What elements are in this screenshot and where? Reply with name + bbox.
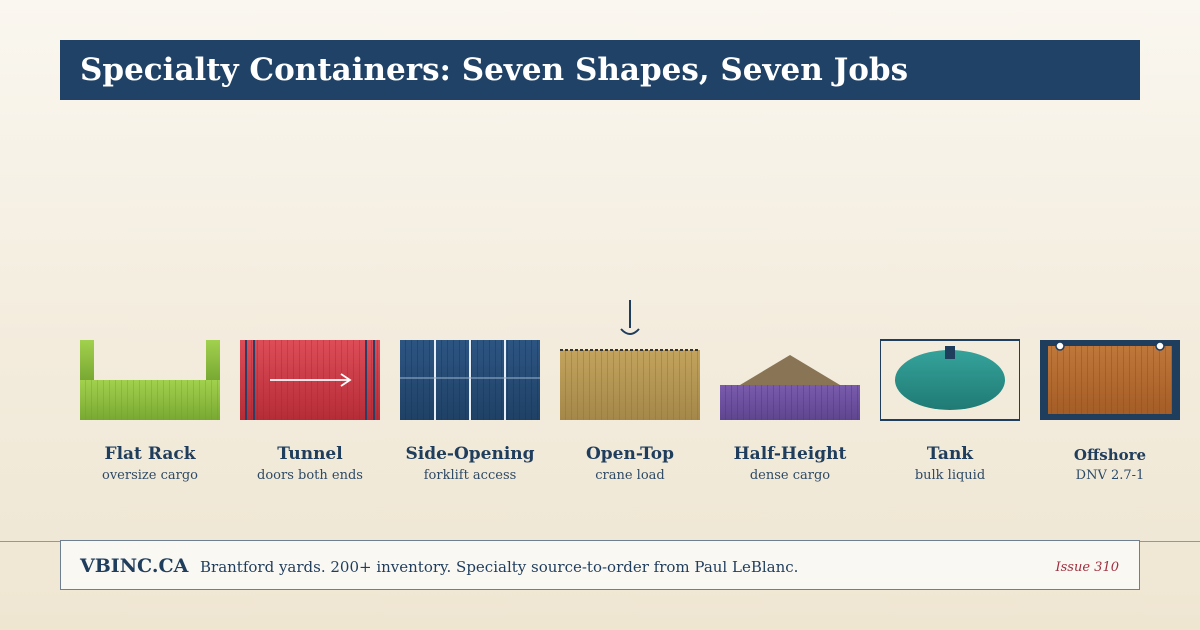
- container-name-tunnel: Tunnel: [277, 444, 343, 464]
- tunnel-container-icon: [240, 340, 380, 420]
- container-subtitle-tunnel: doors both ends: [257, 468, 363, 483]
- container-card-tunnel: Tunnel doors both ends: [240, 290, 380, 490]
- container-name-half-height: Half-Height: [733, 444, 847, 464]
- container-card-open-top: Open-Top crane load: [560, 290, 700, 490]
- container-subtitle-open-top: crane load: [595, 468, 665, 483]
- container-name-offshore: Offshore: [1073, 446, 1147, 464]
- container-subtitle-flat-rack: oversize cargo: [102, 468, 198, 483]
- page-title: Specialty Containers: Seven Shapes, Seve…: [80, 52, 909, 88]
- open-top-container-icon: [560, 300, 700, 420]
- container-subtitle-half-height: dense cargo: [749, 468, 831, 483]
- container-card-flat-rack: Flat Rack oversize cargo: [80, 290, 220, 490]
- footer-brand: VBINC.CA: [80, 555, 189, 577]
- flat-rack-container-icon: [80, 340, 220, 420]
- half-height-container-icon: [720, 355, 860, 420]
- container-card-tank: Tank bulk liquid: [880, 290, 1020, 490]
- container-card-offshore: Offshore DNV 2.7-1: [1040, 290, 1180, 490]
- footer-tagline: Brantford yards. 200+ inventory. Special…: [200, 558, 799, 576]
- container-subtitle-side-opening: forklift access: [423, 468, 517, 483]
- offshore-container-icon: [1040, 340, 1180, 420]
- container-name-tank: Tank: [926, 444, 974, 464]
- container-subtitle-offshore: DNV 2.7-1: [1075, 468, 1145, 483]
- footer-bar: VBINC.CA Brantford yards. 200+ inventory…: [60, 540, 1140, 590]
- tank-container-icon: [880, 339, 1020, 421]
- title-banner: Specialty Containers: Seven Shapes, Seve…: [60, 40, 1140, 100]
- container-card-half-height: Half-Height dense cargo: [720, 290, 860, 490]
- container-name-flat-rack: Flat Rack: [104, 444, 196, 464]
- container-name-side-opening: Side-Opening: [405, 444, 535, 464]
- container-card-side-opening: Side-Opening forklift access: [400, 290, 540, 490]
- issue-number: Issue 310: [1055, 560, 1120, 575]
- container-subtitle-tank: bulk liquid: [914, 468, 986, 483]
- container-name-open-top: Open-Top: [585, 444, 675, 464]
- side-opening-container-icon: [400, 340, 540, 420]
